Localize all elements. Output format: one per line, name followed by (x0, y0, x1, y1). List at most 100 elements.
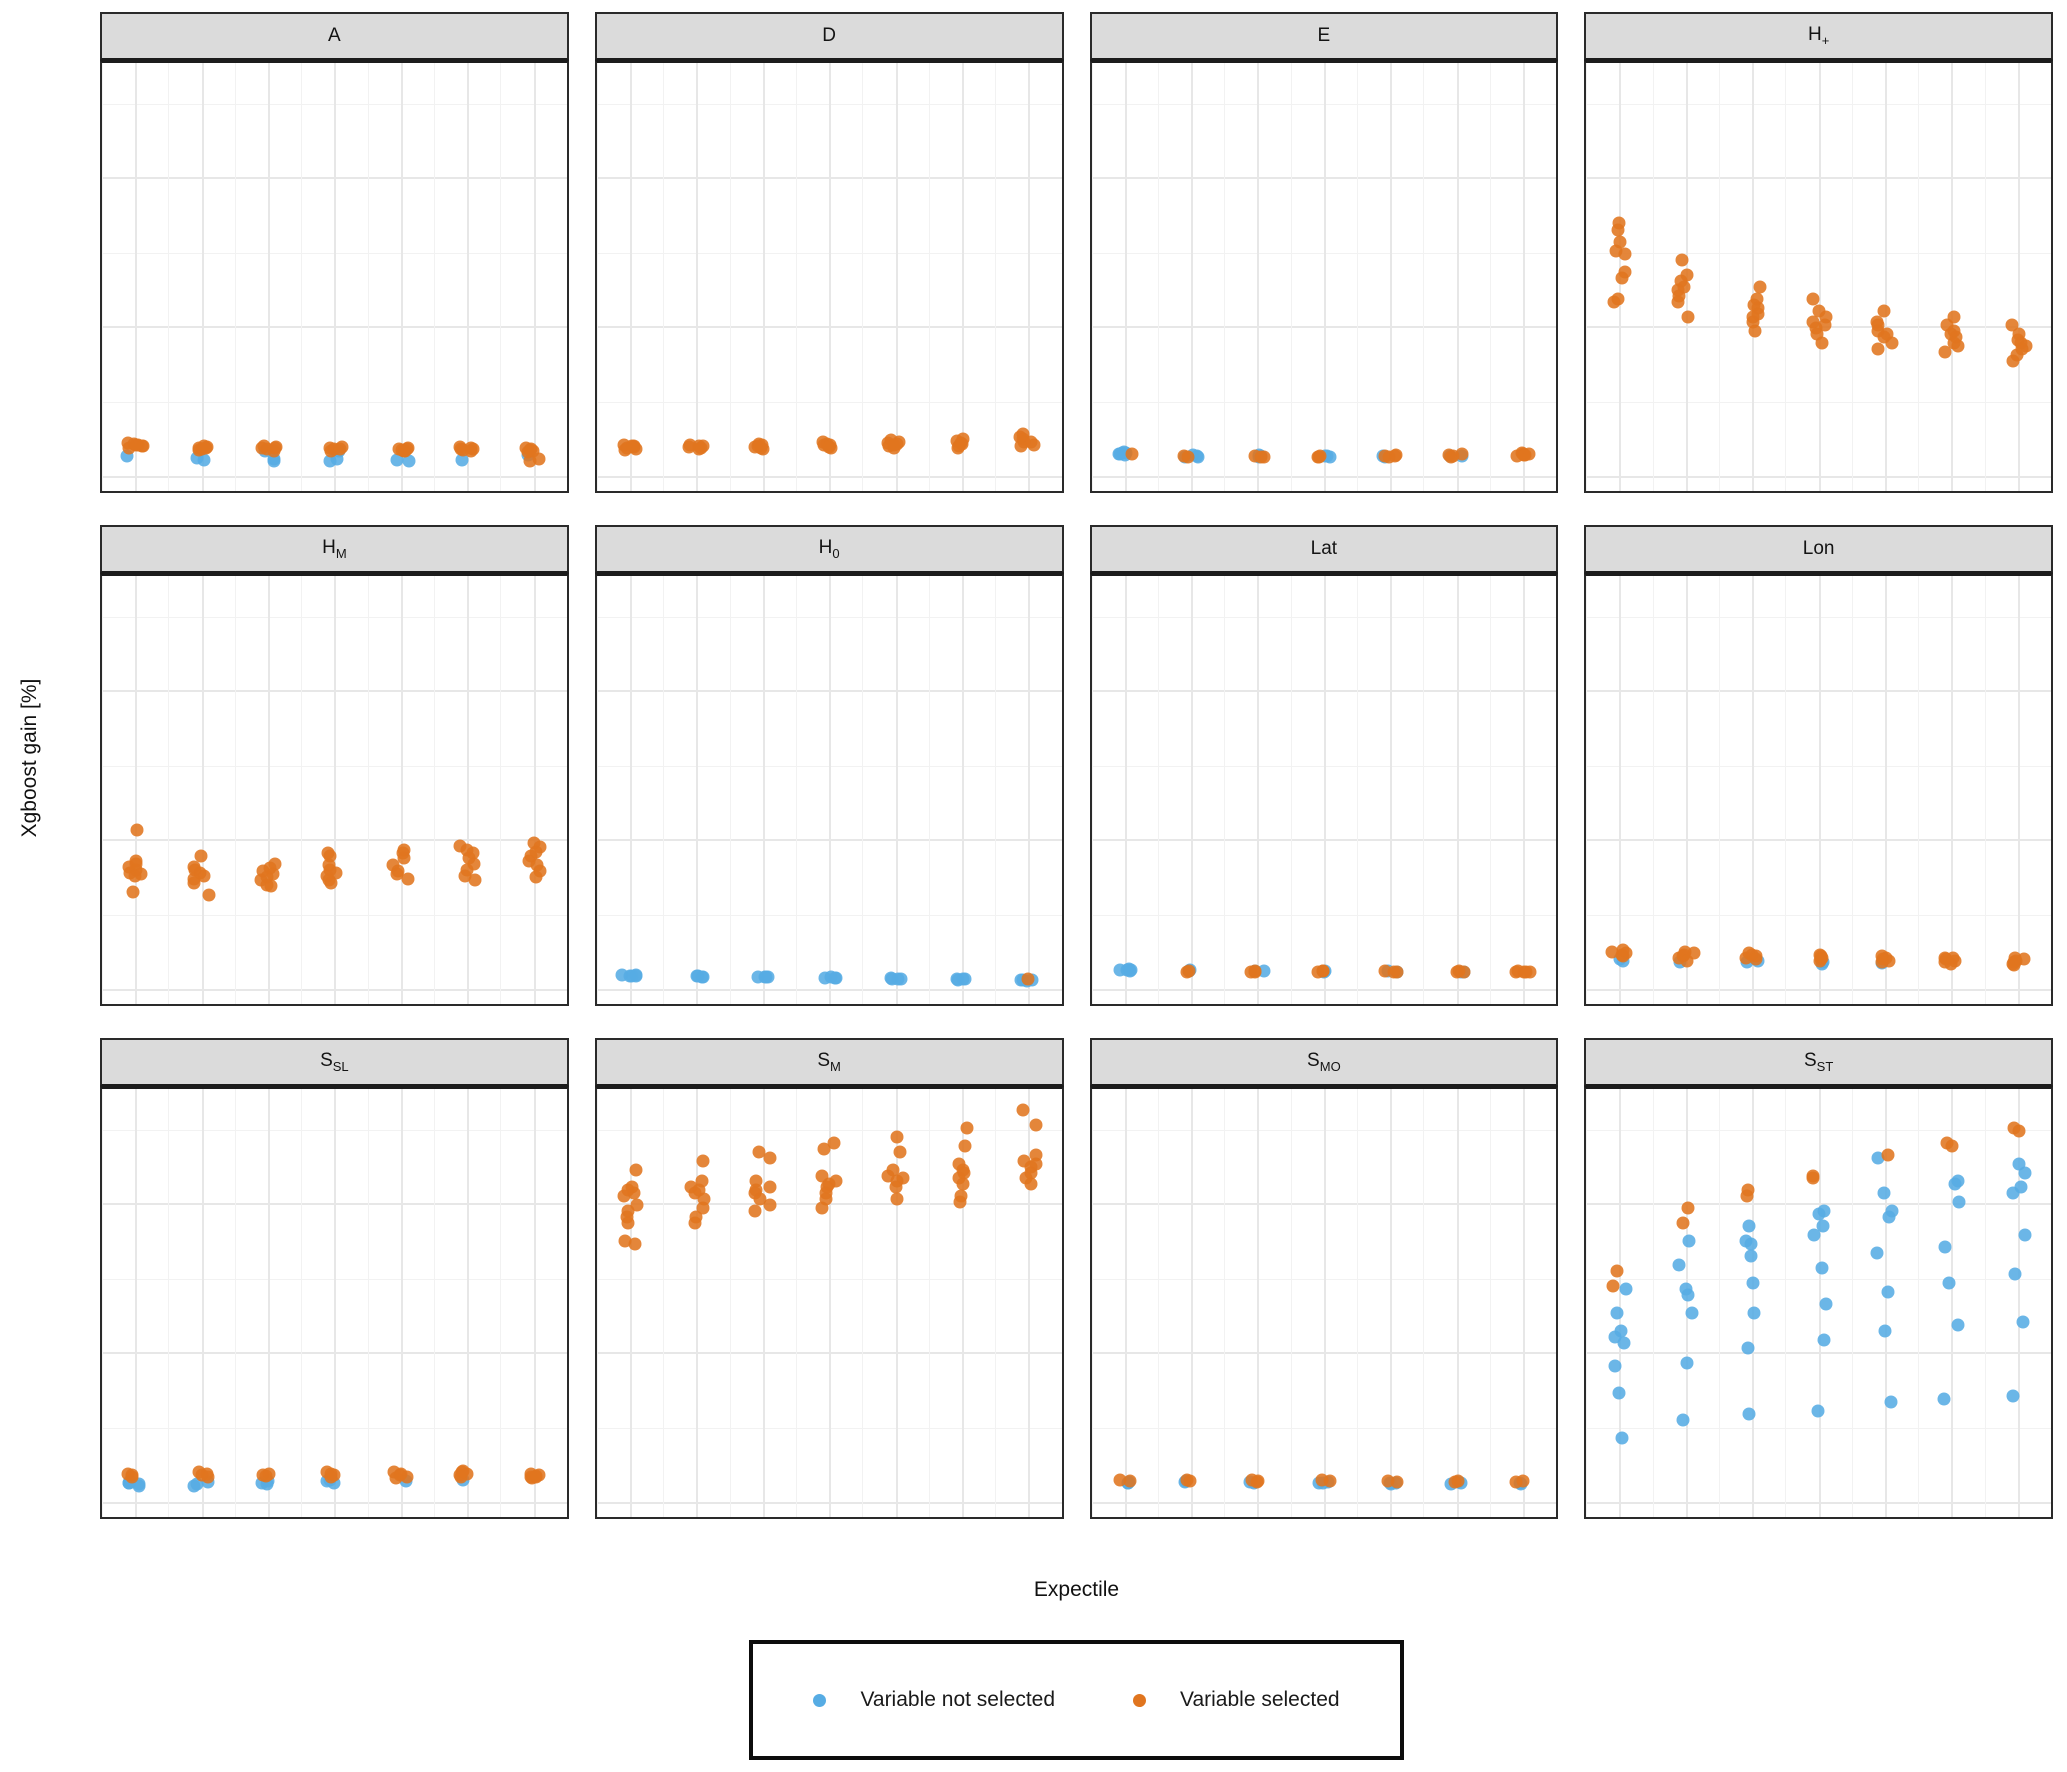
data-point-selected (1618, 247, 1632, 261)
data-point-selected (400, 1470, 414, 1484)
gridline-minor (862, 63, 864, 491)
gridline-major (1752, 576, 1755, 1004)
data-point-selected (529, 1469, 543, 1483)
plot-area (594, 60, 1064, 493)
gridline-major (629, 1089, 632, 1517)
data-point-not_selected (1816, 1219, 1830, 1233)
data-point-selected (1378, 964, 1392, 978)
data-point-not_selected (1615, 1431, 1629, 1445)
gridline-minor (234, 1089, 236, 1517)
gridline-minor (433, 1089, 435, 1517)
data-point-not_selected (1685, 1306, 1699, 1320)
gridline-minor (1224, 576, 1226, 1004)
gridline-minor (433, 63, 435, 491)
gridline-major (1951, 1089, 1954, 1517)
data-point-selected (1607, 295, 1621, 309)
data-point-not_selected (625, 969, 639, 983)
gridline-minor (2051, 63, 2052, 491)
data-point-selected (1024, 1177, 1038, 1191)
data-point-selected (1457, 965, 1471, 979)
data-point-selected (454, 1470, 468, 1484)
data-point-selected (1681, 1201, 1695, 1215)
data-point-selected (187, 876, 201, 890)
gridline-minor (102, 63, 103, 491)
gridline-major (1885, 1089, 1888, 1517)
gridline-minor (102, 576, 103, 1004)
data-point-not_selected (1937, 1392, 1951, 1406)
gridline-major (629, 63, 632, 491)
data-point-selected (1382, 450, 1396, 464)
data-point-not_selected (2018, 1228, 2032, 1242)
data-point-not_selected (2008, 1267, 2022, 1281)
gridline-minor (1157, 63, 1159, 491)
facet-label: H+ (1807, 24, 1830, 48)
gridline-minor (1357, 63, 1359, 491)
legend-row: Variable not selected Variable selected (100, 1640, 2053, 1760)
plot-area (1089, 60, 1559, 493)
data-point-selected (401, 872, 415, 886)
gridline-minor (928, 1089, 930, 1517)
data-point-not_selected (1681, 1288, 1695, 1302)
data-point-selected (1248, 449, 1262, 463)
gridline-major (829, 1089, 832, 1517)
facet-header: SST (1584, 1038, 2053, 1086)
data-point-not_selected (1815, 1261, 1829, 1275)
gridline-major (1619, 1089, 1622, 1517)
gridline-major (400, 1089, 403, 1517)
gridline-major (334, 63, 337, 491)
gridline-major (1257, 576, 1260, 1004)
data-point-selected (688, 1216, 702, 1230)
data-point-selected (1029, 1118, 1043, 1132)
data-point-not_selected (891, 972, 905, 986)
data-point-not_selected (1676, 1413, 1690, 1427)
gridline-minor (862, 576, 864, 1004)
data-point-not_selected (1617, 1336, 1631, 1350)
gridline-major (829, 576, 832, 1004)
data-point-selected (1813, 954, 1827, 968)
gridline-minor (596, 1089, 598, 1517)
legend-label-not-selected: Variable not selected (860, 1688, 1056, 1711)
gridline-minor (1586, 1089, 1588, 1517)
data-point-selected (1749, 952, 1763, 966)
gridline-major (467, 63, 470, 491)
plot-area (1584, 573, 2053, 1006)
data-point-selected (1680, 954, 1694, 968)
gridline-major (334, 1089, 337, 1517)
data-point-not_selected (1817, 1333, 1831, 1347)
gridline-major (1951, 63, 1954, 491)
gridline-major (1752, 1089, 1755, 1517)
data-point-selected (696, 1154, 710, 1168)
data-point-not_selected (1884, 1395, 1898, 1409)
gridline-major (1390, 576, 1393, 1004)
data-point-not_selected (1948, 1177, 1962, 1191)
data-point-selected (617, 1189, 631, 1203)
gridline-major (762, 63, 765, 491)
data-point-selected (1740, 1189, 1754, 1203)
data-point-not_selected (402, 454, 416, 468)
gridline-minor (663, 1089, 665, 1517)
gridline-minor (1851, 576, 1853, 1004)
plot-area: 0.010.0250.050.10.20.30.5 (1089, 1086, 1559, 1519)
data-point-selected (1806, 292, 1820, 306)
plot-area: 0.010.0250.050.10.20.30.5 (1584, 1086, 2053, 1519)
gridline-minor (1785, 63, 1787, 491)
gridline-major (1885, 576, 1888, 1004)
gridline-major (135, 576, 138, 1004)
data-point-selected (1381, 1474, 1395, 1488)
data-point-selected (822, 440, 836, 454)
gridline-major (1257, 63, 1260, 491)
data-point-selected (1951, 339, 1965, 353)
data-point-selected (264, 879, 278, 893)
data-point-selected (1021, 972, 1035, 986)
data-point-selected (890, 1192, 904, 1206)
data-point-selected (1946, 951, 1960, 965)
data-point-not_selected (1741, 1341, 1754, 1355)
gridline-minor (1652, 576, 1654, 1004)
facet-panel: E (1089, 12, 1559, 493)
facet-header: SM (594, 1038, 1064, 1086)
gridline-minor (1851, 1089, 1853, 1517)
data-point-selected (458, 869, 472, 883)
data-point-selected (1938, 345, 1952, 359)
y-axis-title: Xgboost gain [%] (18, 678, 41, 838)
